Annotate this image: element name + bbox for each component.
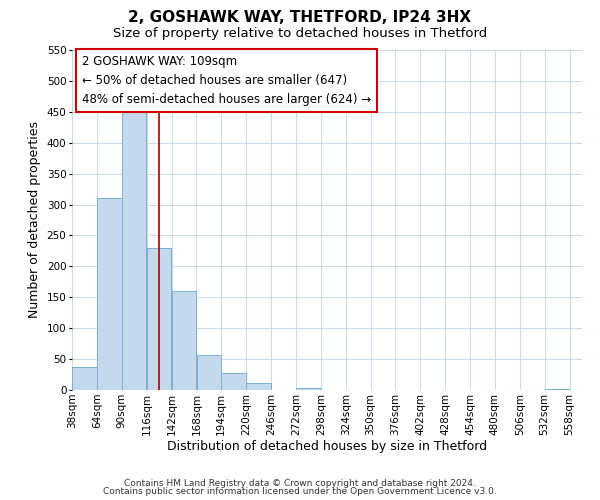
- Bar: [545, 389, 569, 390]
- Text: 2, GOSHAWK WAY, THETFORD, IP24 3HX: 2, GOSHAWK WAY, THETFORD, IP24 3HX: [128, 10, 472, 25]
- Y-axis label: Number of detached properties: Number of detached properties: [28, 122, 41, 318]
- X-axis label: Distribution of detached houses by size in Thetford: Distribution of detached houses by size …: [167, 440, 487, 454]
- Text: 2 GOSHAWK WAY: 109sqm
← 50% of detached houses are smaller (647)
48% of semi-det: 2 GOSHAWK WAY: 109sqm ← 50% of detached …: [82, 55, 371, 106]
- Bar: [221, 374, 246, 390]
- Bar: [147, 248, 172, 390]
- Bar: [172, 291, 196, 390]
- Bar: [197, 355, 221, 390]
- Bar: [97, 198, 122, 390]
- Bar: [122, 108, 146, 390]
- Text: Contains public sector information licensed under the Open Government Licence v3: Contains public sector information licen…: [103, 487, 497, 496]
- Bar: [296, 388, 320, 390]
- Bar: [246, 382, 271, 390]
- Text: Contains HM Land Registry data © Crown copyright and database right 2024.: Contains HM Land Registry data © Crown c…: [124, 478, 476, 488]
- Bar: [72, 366, 97, 390]
- Text: Size of property relative to detached houses in Thetford: Size of property relative to detached ho…: [113, 28, 487, 40]
